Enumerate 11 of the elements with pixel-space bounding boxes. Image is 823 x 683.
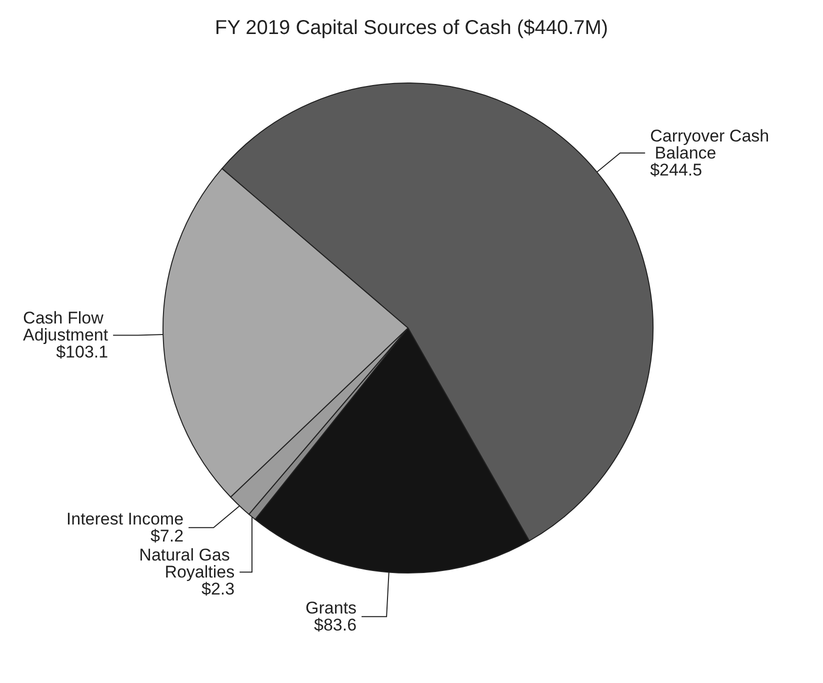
chart-title: FY 2019 Capital Sources of Cash ($440.7M): [214, 17, 608, 39]
slice-label: Grants: [306, 598, 357, 618]
data-label: $103.1: [56, 342, 108, 362]
slice-label: Carryover Cash Balance: [650, 126, 770, 162]
data-label: $244.5: [650, 160, 702, 180]
slice-label: Natural Gas Royalties: [139, 546, 235, 582]
data-label: $2.3: [202, 580, 235, 599]
data-label: $83.6: [314, 616, 357, 635]
data-label: $7.2: [150, 526, 184, 546]
slice-label: Interest Income: [66, 510, 184, 529]
slice-label: Cash Flow Adjustment: [23, 308, 108, 345]
